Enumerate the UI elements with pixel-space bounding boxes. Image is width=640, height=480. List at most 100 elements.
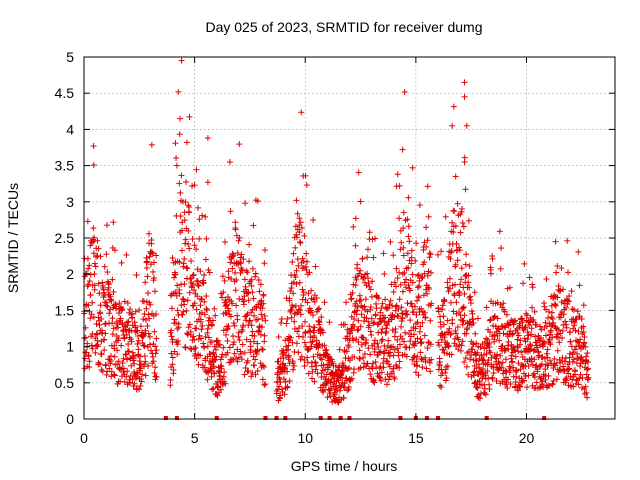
data-point xyxy=(494,351,501,358)
data-point xyxy=(487,316,494,323)
data-point xyxy=(250,295,257,302)
data-point xyxy=(340,394,347,401)
data-point xyxy=(360,275,367,282)
data-point xyxy=(282,378,289,385)
data-point xyxy=(456,244,463,251)
data-point xyxy=(376,373,383,380)
data-point xyxy=(375,344,382,351)
data-point xyxy=(466,263,473,270)
data-point xyxy=(404,311,411,318)
data-point xyxy=(252,371,259,378)
data-point xyxy=(235,329,242,336)
data-point xyxy=(178,57,185,64)
data-point xyxy=(153,311,160,318)
data-point xyxy=(368,331,375,338)
data-point xyxy=(117,315,124,322)
data-point xyxy=(561,368,568,375)
data-point xyxy=(358,311,365,318)
data-point xyxy=(369,236,376,243)
data-point xyxy=(531,356,538,363)
data-point xyxy=(289,304,296,311)
data-point xyxy=(90,143,97,150)
data-point xyxy=(116,300,123,307)
data-point xyxy=(241,276,248,283)
data-point xyxy=(564,237,571,244)
data-point xyxy=(407,338,414,345)
data-point xyxy=(339,374,346,381)
data-point xyxy=(299,323,306,330)
data-point xyxy=(193,355,200,362)
data-point xyxy=(283,320,290,327)
data-point xyxy=(238,251,245,258)
data-point xyxy=(312,359,319,366)
data-point xyxy=(575,248,582,255)
data-point xyxy=(542,366,549,373)
data-point xyxy=(389,368,396,375)
data-point xyxy=(550,319,557,326)
data-point xyxy=(260,292,267,299)
data-point xyxy=(256,288,263,295)
data-point xyxy=(84,255,91,262)
data-point xyxy=(303,250,310,257)
y-tick-label: 2 xyxy=(66,266,74,282)
data-point xyxy=(153,347,160,354)
data-point xyxy=(384,381,391,388)
data-point xyxy=(203,235,210,242)
data-point xyxy=(92,349,99,356)
data-point xyxy=(261,338,268,345)
data-point xyxy=(498,364,505,371)
data-point xyxy=(409,164,416,171)
data-point xyxy=(553,376,560,383)
data-point xyxy=(140,298,147,305)
data-point xyxy=(442,369,449,376)
data-point xyxy=(409,279,416,286)
data-point xyxy=(151,369,158,376)
data-point xyxy=(577,371,584,378)
data-point xyxy=(581,340,588,347)
data-point xyxy=(297,311,304,318)
zero-marker xyxy=(347,416,352,420)
data-point xyxy=(367,306,374,313)
data-point xyxy=(151,328,158,335)
data-point xyxy=(371,337,378,344)
data-point xyxy=(130,352,137,359)
data-point xyxy=(411,353,418,360)
data-point xyxy=(570,356,577,363)
data-point xyxy=(470,369,477,376)
data-point xyxy=(561,300,568,307)
data-point xyxy=(90,225,97,232)
data-point xyxy=(293,231,300,238)
data-point xyxy=(181,280,188,287)
data-point xyxy=(203,293,210,300)
data-point xyxy=(284,368,291,375)
data-point xyxy=(246,318,253,325)
data-point xyxy=(103,251,110,258)
data-point xyxy=(452,173,459,180)
data-point xyxy=(138,378,145,385)
data-point xyxy=(445,343,452,350)
data-point xyxy=(549,334,556,341)
data-point xyxy=(570,306,577,313)
data-point xyxy=(236,141,243,148)
data-point xyxy=(171,348,178,355)
data-point xyxy=(235,333,242,340)
data-point xyxy=(444,363,451,370)
data-point xyxy=(299,333,306,340)
data-point xyxy=(482,391,489,398)
data-point xyxy=(525,362,532,369)
data-point xyxy=(575,381,582,388)
data-point xyxy=(545,372,552,379)
data-point xyxy=(378,377,385,384)
data-point xyxy=(576,312,583,319)
data-point xyxy=(443,350,450,357)
data-point xyxy=(97,302,104,309)
data-point xyxy=(200,340,207,347)
data-point xyxy=(334,373,341,380)
data-point xyxy=(418,339,425,346)
data-point xyxy=(313,362,320,369)
data-point xyxy=(566,365,573,372)
data-point xyxy=(193,277,200,284)
data-point xyxy=(385,337,392,344)
data-point xyxy=(173,155,180,162)
data-point xyxy=(538,326,545,333)
